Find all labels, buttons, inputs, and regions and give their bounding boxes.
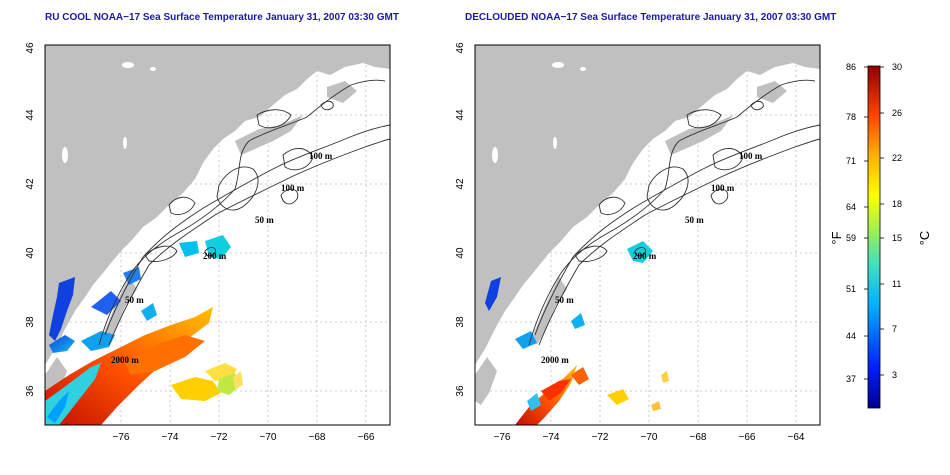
- contour-label-100m-b: 100 m: [281, 183, 305, 193]
- right-ytick-38: 38: [455, 316, 466, 328]
- left-y-ticks: 36 38 40 42 44 46: [25, 42, 36, 397]
- left-xtick-72: −72: [211, 432, 228, 443]
- cb-c-18: 18: [892, 199, 902, 209]
- contour-label-200m: 200 m: [203, 251, 227, 261]
- colorbar-celsius-unit: °C: [917, 231, 932, 246]
- colorbar-gradient: [867, 65, 881, 409]
- right-map-panel: 100 m 100 m 50 m 200 m 50 m 2000 m −76 −…: [455, 42, 821, 443]
- cb-c-26: 26: [892, 108, 902, 118]
- left-map-panel: 100 m 100 m 50 m 200 m 50 m 2000 m −76 −…: [25, 42, 391, 443]
- cb-f-78: 78: [846, 112, 856, 122]
- right-sst-patches: [485, 241, 669, 425]
- contour-label-2000m: 2000 m: [541, 355, 569, 365]
- left-xtick-76: −76: [113, 432, 130, 443]
- right-xtick-66: −66: [739, 432, 756, 443]
- right-x-ticks: −76 −74 −72 −70 −68 −66 −64: [494, 432, 805, 443]
- left-xtick-66: −66: [358, 432, 375, 443]
- contour-label-200m: 200 m: [633, 251, 657, 261]
- left-ytick-36: 36: [25, 385, 36, 397]
- cb-c-3: 3: [892, 370, 897, 380]
- right-panel-title: DECLOUDED NOAA−17 Sea Surface Temperatur…: [465, 12, 837, 23]
- cb-c-22: 22: [892, 153, 902, 163]
- right-contour-labels: 100 m 100 m 50 m 200 m 50 m 2000 m: [541, 151, 763, 365]
- right-ytick-40: 40: [455, 247, 466, 259]
- cb-f-51: 51: [846, 284, 856, 294]
- left-ytick-40: 40: [25, 247, 36, 259]
- colorbar: 86 78 71 64 59 51 44 37 30 26 22 18 15 1…: [829, 62, 932, 409]
- left-xtick-70: −70: [260, 432, 277, 443]
- contour-label-50m-b: 50 m: [125, 295, 144, 305]
- left-map-border: [44, 44, 391, 426]
- left-sst-patches: [45, 235, 243, 425]
- right-ytick-44: 44: [455, 109, 466, 121]
- left-panel-title: RU COOL NOAA−17 Sea Surface Temperature …: [45, 12, 399, 23]
- right-ytick-42: 42: [455, 178, 466, 190]
- contour-label-100m-b: 100 m: [711, 183, 735, 193]
- right-xtick-70: −70: [641, 432, 658, 443]
- cb-f-44: 44: [846, 331, 856, 341]
- cb-f-71: 71: [846, 156, 856, 166]
- cb-f-86: 86: [846, 62, 856, 72]
- contour-label-50m-a: 50 m: [685, 215, 704, 225]
- colorbar-fahrenheit-unit: °F: [829, 231, 844, 244]
- cb-f-37: 37: [846, 374, 856, 384]
- colorbar-ticks-left: [864, 66, 884, 380]
- left-ytick-38: 38: [25, 316, 36, 328]
- right-xtick-74: −74: [543, 432, 560, 443]
- left-xtick-74: −74: [162, 432, 179, 443]
- cb-c-11: 11: [892, 279, 901, 289]
- contour-label-2000m: 2000 m: [111, 355, 139, 365]
- left-ytick-44: 44: [25, 109, 36, 121]
- right-ytick-36: 36: [455, 385, 466, 397]
- cb-c-15: 15: [892, 233, 902, 243]
- left-ytick-46: 46: [25, 42, 36, 54]
- left-xtick-68: −68: [309, 432, 326, 443]
- right-map-gridlines: [475, 45, 820, 425]
- right-xtick-72: −72: [592, 432, 609, 443]
- right-xtick-64: −64: [788, 432, 805, 443]
- cb-c-30: 30: [892, 62, 902, 72]
- contour-label-50m-a: 50 m: [255, 215, 274, 225]
- cb-c-7: 7: [892, 324, 897, 334]
- right-ytick-46: 46: [455, 42, 466, 54]
- colorbar-celsius-labels: 30 26 22 18 15 11 7 3: [892, 62, 902, 380]
- right-xtick-76: −76: [494, 432, 511, 443]
- cb-f-64: 64: [846, 202, 856, 212]
- contour-label-100m-a: 100 m: [739, 151, 763, 161]
- left-contour-labels: 100 m 100 m 50 m 200 m 50 m 2000 m: [111, 151, 333, 365]
- colorbar-fahrenheit-labels: 86 78 71 64 59 51 44 37: [846, 62, 856, 384]
- left-x-ticks: −76 −74 −72 −70 −68 −66: [113, 432, 375, 443]
- right-y-ticks: 36 38 40 42 44 46: [455, 42, 466, 397]
- right-xtick-68: −68: [690, 432, 707, 443]
- contour-label-100m-a: 100 m: [309, 151, 333, 161]
- contour-label-50m-b: 50 m: [555, 295, 574, 305]
- left-ytick-42: 42: [25, 178, 36, 190]
- cb-f-59: 59: [846, 233, 856, 243]
- right-map-border: [474, 44, 821, 426]
